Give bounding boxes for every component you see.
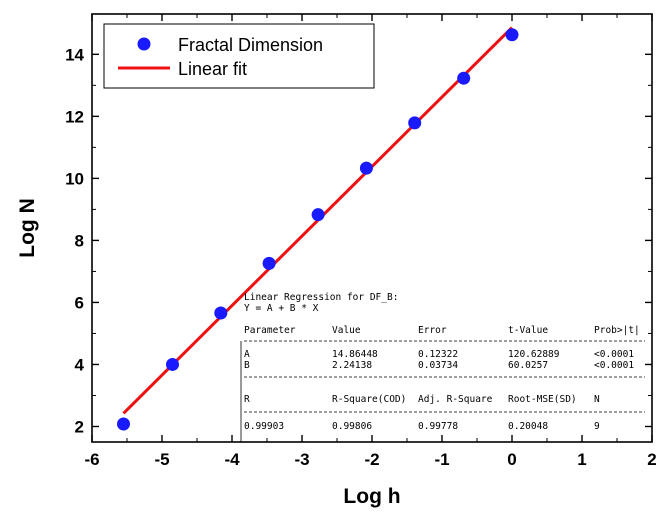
param-cell: 120.62889	[508, 349, 560, 360]
stat-header: Adj. R-Square	[418, 394, 493, 405]
data-point	[262, 256, 276, 270]
x-axis-ticks: -6 -5 -4 -3 -2 -1 0 1 2	[84, 435, 657, 469]
x-tick-label: 1	[577, 450, 586, 469]
y-tick-label: 10	[65, 169, 84, 188]
data-point	[117, 417, 130, 431]
y-tick-label: 8	[75, 231, 84, 250]
x-tick-label: -6	[84, 450, 99, 469]
x-tick-label: -2	[364, 450, 379, 469]
param-cell: <0.0001	[594, 360, 634, 371]
regression-table: Parameter Value Error t-Value Prob>|t| A 14.86…	[244, 325, 640, 432]
data-point	[457, 71, 471, 85]
data-point	[166, 357, 179, 371]
param-cell: <0.0001	[594, 349, 634, 360]
stat-header: R-Square(COD)	[332, 394, 406, 405]
y-axis-ticks: 2 4 6 8 10 12 14	[65, 45, 99, 436]
data-point	[311, 208, 325, 222]
param-header: Error	[418, 325, 447, 336]
stat-cell: 0.99806	[332, 421, 372, 432]
param-header: Prob>|t|	[594, 325, 640, 336]
param-header: Value	[332, 325, 361, 336]
param-cell: B	[244, 360, 250, 371]
legend: Fractal Dimension Linear fit	[103, 23, 375, 89]
stat-cell: 0.99903	[244, 421, 284, 432]
y-tick-label: 2	[75, 417, 84, 436]
right-axis-ticks	[645, 53, 652, 428]
stat-header: N	[594, 394, 600, 405]
param-cell: 2.24138	[332, 360, 372, 371]
y-tick-label: 6	[75, 293, 84, 312]
stat-cell: 0.20048	[508, 421, 548, 432]
data-point	[359, 161, 373, 175]
top-axis-ticks	[91, 14, 653, 21]
stat-header: R	[244, 394, 250, 405]
scatter-points	[117, 28, 519, 431]
param-cell: 14.86448	[332, 349, 378, 360]
stat-header: Root-MSE(SD)	[508, 394, 577, 405]
x-tick-label: -5	[154, 450, 169, 469]
param-cell: A	[244, 349, 250, 360]
param-header: Parameter	[244, 325, 296, 336]
legend-label-fractal: Fractal Dimension	[178, 35, 323, 55]
regression-equation: Y = A + B * X	[244, 303, 319, 314]
regression-box: Linear Regression for DF_B: Y = A + B * …	[240, 292, 645, 442]
legend-marker-fractal	[137, 37, 151, 51]
stat-cell: 0.99778	[418, 421, 458, 432]
stat-cell: 9	[594, 421, 600, 432]
y-tick-label: 4	[75, 355, 85, 374]
data-point	[505, 28, 519, 42]
y-tick-label: 14	[65, 45, 84, 64]
data-point	[214, 306, 228, 320]
x-tick-label: -1	[434, 450, 449, 469]
legend-label-fit: Linear fit	[178, 59, 247, 79]
param-cell: 0.03734	[418, 360, 458, 371]
y-axis-label: Log N	[16, 198, 39, 257]
x-tick-label: 2	[647, 450, 656, 469]
legend-box	[103, 23, 375, 89]
param-header: t-Value	[508, 325, 548, 336]
x-tick-label: -4	[224, 450, 240, 469]
y-tick-label: 12	[65, 107, 84, 126]
x-tick-label: -3	[294, 450, 309, 469]
x-tick-label: 0	[507, 450, 516, 469]
param-cell: 0.12322	[418, 349, 458, 360]
regression-title: Linear Regression for DF_B:	[244, 292, 398, 303]
x-axis-label: Log h	[343, 485, 400, 508]
data-point	[408, 116, 422, 130]
param-cell: 60.0257	[508, 360, 548, 371]
